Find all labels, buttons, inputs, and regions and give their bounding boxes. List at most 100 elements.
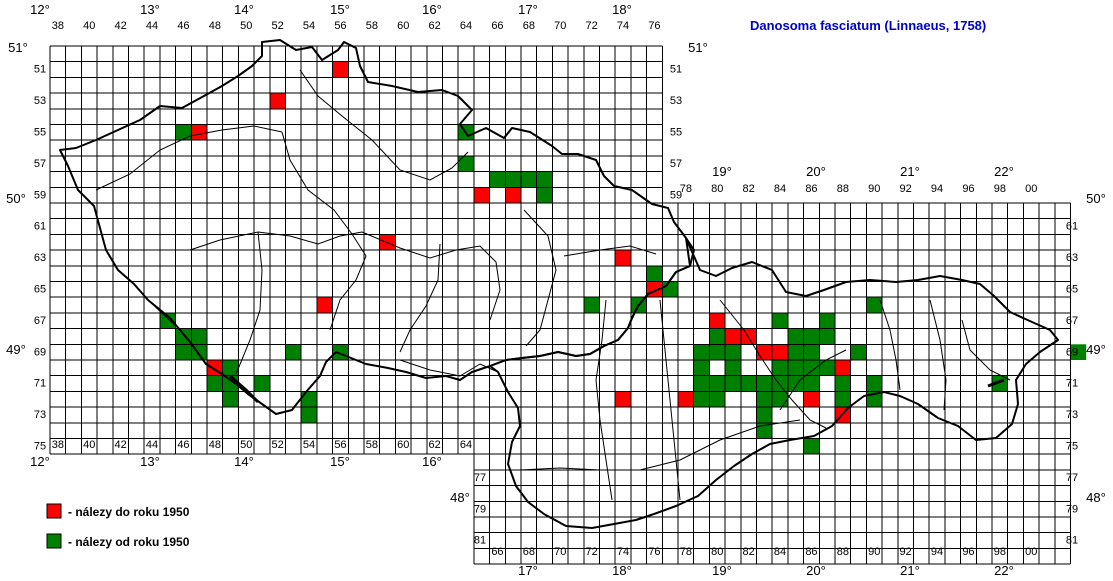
column-label: 84 xyxy=(774,546,786,558)
column-label: 86 xyxy=(805,183,817,195)
column-label: 70 xyxy=(554,546,566,558)
longitude-label: 12° xyxy=(30,2,50,17)
column-label: 76 xyxy=(648,546,660,558)
record-cell-since-1950 xyxy=(301,391,317,408)
row-label: 69 xyxy=(34,346,46,358)
record-cell-before-1950 xyxy=(740,328,757,345)
column-label: 42 xyxy=(115,20,127,32)
column-label: 38 xyxy=(52,20,64,32)
row-label: 75 xyxy=(34,441,46,453)
grid-lines xyxy=(49,45,1071,565)
row-label: 73 xyxy=(34,409,46,421)
longitude-label: 14° xyxy=(234,2,254,17)
record-cell-since-1950 xyxy=(709,328,726,345)
row-label: 53 xyxy=(34,95,46,107)
column-label: 74 xyxy=(617,546,629,558)
column-label: 76 xyxy=(648,20,660,32)
row-label: 55 xyxy=(34,127,46,139)
longitude-label: 13° xyxy=(140,2,160,17)
record-cell-since-1950 xyxy=(866,297,883,313)
record-cell-since-1950 xyxy=(693,360,710,376)
column-label: 78 xyxy=(680,183,692,195)
record-cell-since-1950 xyxy=(756,375,773,392)
record-cell-since-1950 xyxy=(772,391,788,408)
record-cell-since-1950 xyxy=(191,328,207,345)
latitude-label: 48° xyxy=(450,490,470,505)
record-cell-since-1950 xyxy=(709,344,726,360)
column-label: 92 xyxy=(900,546,912,558)
record-cell-since-1950 xyxy=(521,171,537,188)
record-cell-before-1950 xyxy=(332,61,349,78)
row-label: 51 xyxy=(34,64,46,76)
longitude-label: 18° xyxy=(612,2,632,17)
column-label: 74 xyxy=(617,20,629,32)
column-label: 90 xyxy=(868,546,880,558)
record-cell-since-1950 xyxy=(819,360,835,376)
record-cell-since-1950 xyxy=(662,281,678,298)
longitude-label: 20° xyxy=(806,164,826,179)
column-label: 68 xyxy=(523,20,535,32)
record-cell-since-1950 xyxy=(772,360,788,376)
column-label: 66 xyxy=(491,20,503,32)
column-label: 80 xyxy=(711,183,723,195)
row-label: 79 xyxy=(1066,503,1078,515)
grid-labels: 38 40 42 44 46 48 50 52 54 56 58 60 62 64 66 68 70 72 74 76… xyxy=(6,2,1106,578)
column-label: 96 xyxy=(962,183,974,195)
row-label: 81 xyxy=(474,535,486,547)
record-cell-since-1950 xyxy=(803,344,820,360)
record-cell-before-1950 xyxy=(615,391,631,408)
column-label: 56 xyxy=(334,439,346,451)
record-cell-before-1950 xyxy=(725,328,741,345)
record-cell-since-1950 xyxy=(693,391,710,408)
column-label: 00 xyxy=(1025,183,1037,195)
row-label: 79 xyxy=(474,503,486,515)
longitude-label: 21° xyxy=(900,563,920,578)
record-cell-since-1950 xyxy=(646,265,663,282)
column-label: 90 xyxy=(868,183,880,195)
column-label: 40 xyxy=(83,20,95,32)
column-label: 00 xyxy=(1025,546,1037,558)
record-cell-since-1950 xyxy=(536,187,553,203)
record-cell-before-1950 xyxy=(756,344,773,360)
column-label: 72 xyxy=(586,20,598,32)
column-label: 94 xyxy=(931,546,943,558)
record-cell-since-1950 xyxy=(693,375,710,392)
records-before-1950 xyxy=(191,61,851,423)
record-cell-since-1950 xyxy=(536,171,553,188)
longitude-label: 17° xyxy=(518,2,538,17)
column-label: 96 xyxy=(962,546,974,558)
records-since-1950 xyxy=(159,124,1087,455)
row-label: 61 xyxy=(34,221,46,233)
column-label: 86 xyxy=(805,546,817,558)
longitude-label: 19° xyxy=(712,563,732,578)
column-label: 46 xyxy=(177,20,189,32)
lake-lipno xyxy=(229,374,260,404)
column-label: 82 xyxy=(743,546,755,558)
column-label: 72 xyxy=(586,546,598,558)
longitude-label: 15° xyxy=(330,2,350,17)
record-cell-before-1950 xyxy=(269,93,286,109)
row-label: 65 xyxy=(34,284,46,296)
row-label: 69 xyxy=(1066,346,1078,358)
record-cell-since-1950 xyxy=(819,312,835,329)
record-cell-since-1950 xyxy=(803,360,820,376)
slovakia-border xyxy=(489,237,1059,529)
record-cell-since-1950 xyxy=(159,312,176,329)
latitude-label: 49° xyxy=(6,342,26,357)
column-label: 54 xyxy=(303,20,315,32)
legend-label-since-1950: - nálezy od roku 1950 xyxy=(68,535,190,549)
column-label: 58 xyxy=(366,20,378,32)
column-label: 94 xyxy=(931,183,943,195)
column-label: 80 xyxy=(711,546,723,558)
record-cell-since-1950 xyxy=(489,171,506,188)
record-cell-since-1950 xyxy=(222,360,239,376)
record-cell-since-1950 xyxy=(301,407,317,423)
row-label: 59 xyxy=(670,189,682,201)
column-label: 42 xyxy=(115,439,127,451)
record-cell-before-1950 xyxy=(709,312,726,329)
column-label: 64 xyxy=(460,439,472,451)
row-label: 75 xyxy=(1066,441,1078,453)
longitude-label: 13° xyxy=(140,454,160,469)
row-label: 65 xyxy=(1066,284,1078,296)
